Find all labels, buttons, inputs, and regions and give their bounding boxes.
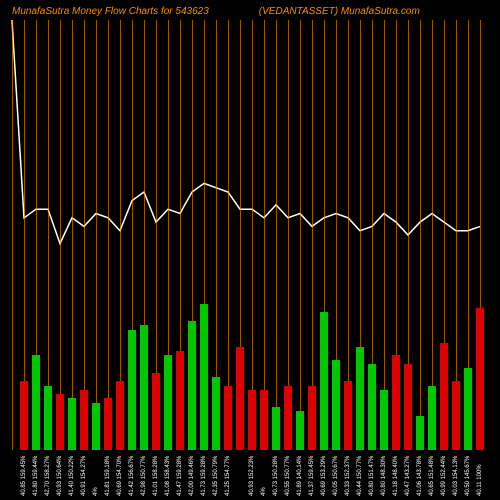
x-axis-label: 40.69 154.70% [117, 446, 123, 496]
grid-line [96, 20, 97, 450]
x-axis-label: 42.70 158.27% [45, 446, 51, 496]
x-axis-label: 41.73 159.28% [201, 446, 207, 496]
chart-title: MunafaSutra Money Flow Charts for 543623… [4, 2, 428, 21]
volume-bar [152, 373, 160, 450]
volume-bar [404, 364, 412, 450]
x-axis-label: 41.89 140.14% [297, 446, 303, 496]
x-axis-label: 40.11 100% [477, 446, 483, 496]
volume-bar [308, 386, 316, 451]
volume-bar [212, 377, 220, 450]
x-axis-label: 41.08 158.43% [165, 446, 171, 496]
line-chart-svg [0, 20, 500, 450]
volume-bar [428, 386, 436, 451]
x-axis-label: 41.37 159.45% [309, 446, 315, 496]
grid-line [72, 20, 73, 450]
volume-bar [320, 312, 328, 450]
x-axis-label: 40.69 153.29% [321, 446, 327, 496]
x-axis-label: 40.47 143.27% [405, 446, 411, 496]
volume-bar [476, 308, 484, 450]
grid-line [12, 20, 13, 450]
x-axis-label: 41.42 156.67% [129, 446, 135, 496]
x-axis-label: 4% [261, 446, 267, 496]
volume-bar [284, 386, 292, 451]
volume-bar [368, 364, 376, 450]
volume-bar [440, 343, 448, 451]
x-axis-label: 41.06 143.78% [417, 446, 423, 496]
x-axis-label: 42.98 150.77% [141, 446, 147, 496]
volume-bar [260, 390, 268, 450]
x-axis-label: 41.01 158.28% [153, 446, 159, 496]
x-axis-label: 40.91 154.27% [81, 446, 87, 496]
x-axis-label: 41.80 159.44% [33, 446, 39, 496]
x-axis-label: 40.93 150.64% [57, 446, 63, 496]
x-axis-labels: 40.85 159.45%41.80 159.44%42.70 158.27%4… [0, 450, 500, 500]
grid-line [108, 20, 109, 450]
grid-line [264, 20, 265, 450]
volume-bar [176, 351, 184, 450]
title-right: (VEDANTASSET) MunafaSutra.com [259, 6, 420, 17]
volume-bar [236, 347, 244, 450]
volume-bar [164, 355, 172, 450]
x-axis-label: 40.33 152.37% [345, 446, 351, 496]
x-axis-label: 40.05 150.67% [333, 446, 339, 496]
x-axis-label: 40.85 159.45% [21, 446, 27, 496]
x-axis-label: 4% [93, 446, 99, 496]
volume-bar [332, 360, 340, 450]
grid-line [300, 20, 301, 450]
volume-bar [68, 398, 76, 450]
x-axis-label: 40.03 154.13% [453, 446, 459, 496]
volume-bar [200, 304, 208, 450]
x-axis-label: 40.80 148.30% [381, 446, 387, 496]
grid-line [252, 20, 253, 450]
volume-bar [188, 321, 196, 450]
grid-line [84, 20, 85, 450]
x-axis-label: 40.44 150.77% [357, 446, 363, 496]
title-left: MunafaSutra Money Flow Charts for 543623 [12, 6, 209, 17]
volume-bar [116, 381, 124, 450]
volume-bar [140, 325, 148, 450]
volume-bar [104, 398, 112, 450]
grid-line [420, 20, 421, 450]
x-axis-label: 40.73 150.28% [273, 446, 279, 496]
volume-bar [32, 355, 40, 450]
x-axis-label: 41.47 159.28% [177, 446, 183, 496]
volume-bar [296, 411, 304, 450]
volume-bar [80, 390, 88, 450]
volume-bar [452, 381, 460, 450]
volume-bar [356, 347, 364, 450]
volume-bar [248, 390, 256, 450]
volume-bar [416, 416, 424, 450]
volume-bar [56, 394, 64, 450]
price-line [12, 20, 480, 244]
volume-bar [464, 368, 472, 450]
x-axis-label: 42.35 150.79% [213, 446, 219, 496]
volume-bar [224, 386, 232, 451]
x-axis-label: 40.99 152.44% [441, 446, 447, 496]
x-axis-label: 41.40 150.22% [69, 446, 75, 496]
volume-bar [92, 403, 100, 450]
volume-bar [20, 381, 28, 450]
x-axis-label: 40.55 150.77% [285, 446, 291, 496]
volume-bar [128, 330, 136, 450]
x-axis-label: 40.80 151.47% [369, 446, 375, 496]
grid-line [276, 20, 277, 450]
x-axis-label: 40.65 151.48% [429, 446, 435, 496]
x-axis-label: 40.50 145.67% [465, 446, 471, 496]
volume-bar [392, 355, 400, 450]
x-axis-label: 40.93 152.23% [249, 446, 255, 496]
x-axis-label: 41.25 154.77% [225, 446, 231, 496]
chart-area [0, 20, 500, 450]
volume-bar [380, 390, 388, 450]
volume-bar [44, 386, 52, 451]
grid-line [60, 20, 61, 450]
x-axis-label: 41.18 148.40% [393, 446, 399, 496]
x-axis-label: 42.00 149.46% [189, 446, 195, 496]
grid-line [384, 20, 385, 450]
volume-bar [344, 381, 352, 450]
x-axis-label: 41.81 159.18% [105, 446, 111, 496]
volume-bar [272, 407, 280, 450]
